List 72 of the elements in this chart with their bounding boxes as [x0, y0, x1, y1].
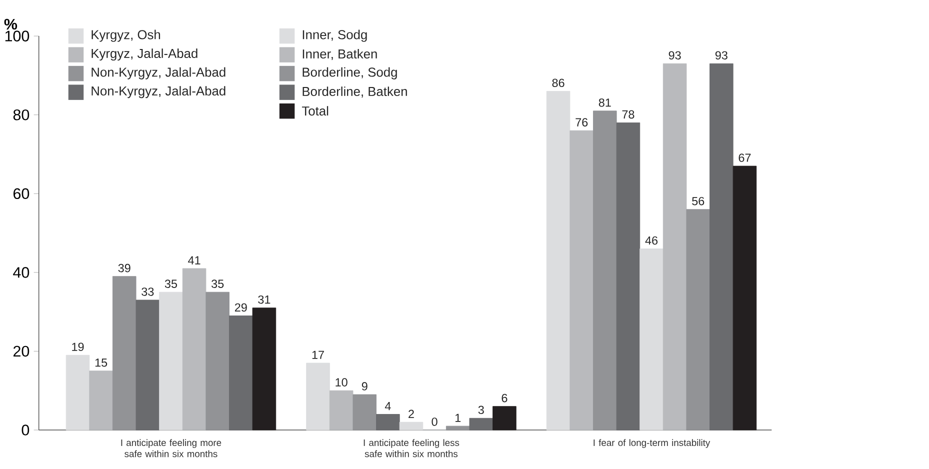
bar: [732, 166, 757, 430]
bar: [159, 292, 183, 430]
data-label: 81: [598, 98, 611, 107]
data-label: 3: [478, 406, 484, 414]
bar: [66, 355, 90, 430]
y-tick-label: 0: [22, 424, 30, 436]
data-label: 78: [622, 110, 634, 119]
data-label: 93: [715, 51, 728, 60]
bar: [640, 248, 664, 430]
data-label: 15: [95, 358, 108, 367]
data-label: 0: [432, 418, 438, 426]
bar: [352, 394, 377, 430]
bar: [546, 91, 570, 430]
data-label: 2: [408, 410, 414, 418]
x-tick-label: I anticipate feeling less safe within six months: [364, 439, 460, 458]
bar: [229, 316, 253, 430]
data-label: 17: [312, 350, 324, 360]
data-label: 33: [142, 288, 154, 296]
bar: [399, 422, 424, 430]
data-label: 56: [692, 197, 704, 206]
bar: [662, 64, 687, 430]
y-tick-label: 80: [13, 110, 30, 120]
legend-label: Borderline, Sodg: [302, 67, 397, 80]
data-label: 35: [212, 280, 224, 288]
bar: [182, 268, 206, 430]
data-label: 4: [384, 402, 391, 410]
bar: [376, 414, 400, 430]
data-label: 46: [645, 236, 658, 245]
data-label: 39: [118, 264, 130, 272]
data-label: 29: [234, 303, 247, 312]
data-label: 1: [455, 414, 461, 422]
bar: [89, 370, 113, 430]
bar: [710, 64, 734, 430]
data-label: 10: [336, 378, 348, 387]
bar: [593, 110, 617, 430]
data-label: 9: [362, 382, 368, 391]
legend-label: Inner, Batken: [302, 49, 377, 60]
bar: [329, 390, 354, 430]
legend-label: Total: [302, 106, 328, 116]
legend-label: Inner, Sodg: [302, 30, 367, 42]
bar: [136, 300, 160, 430]
data-label: 35: [164, 280, 178, 288]
bar: [616, 122, 640, 430]
bar: [206, 292, 230, 430]
data-label: 67: [738, 154, 751, 162]
legend-label: Kyrgyz, Jalal-Abad: [92, 48, 198, 61]
legend-label: Non-Kyrgyz, Jalal-Abad: [92, 86, 226, 98]
data-label: 76: [576, 118, 588, 127]
data-label: 6: [502, 394, 508, 402]
legend-label: Borderline, Batken: [302, 86, 407, 98]
y-tick-label: 100: [5, 30, 30, 42]
data-label: 19: [72, 342, 84, 352]
data-label: 41: [188, 256, 200, 264]
bar: [112, 276, 136, 430]
data-label: 86: [552, 78, 564, 88]
x-tick-label: I anticipate feeling more safe within six months: [121, 439, 222, 458]
data-label: 93: [668, 51, 681, 60]
bar: [252, 308, 276, 430]
data-label: 31: [258, 296, 270, 304]
legend-label: Kyrgyz, Osh: [92, 30, 160, 42]
y-tick-label: 40: [13, 267, 30, 278]
bar: [306, 362, 330, 430]
bar: [570, 130, 594, 430]
legend-label: Non-Kyrgyz, Jalal-Abad: [92, 67, 226, 80]
y-axis-title: %: [4, 18, 18, 30]
bar: [686, 209, 710, 430]
bar: [492, 406, 516, 430]
x-tick-label: I fear of long-term instability: [594, 439, 710, 448]
y-tick-label: 20: [14, 346, 30, 357]
bar: [469, 418, 494, 430]
bar: [446, 426, 470, 430]
y-tick-label: 60: [14, 188, 30, 200]
